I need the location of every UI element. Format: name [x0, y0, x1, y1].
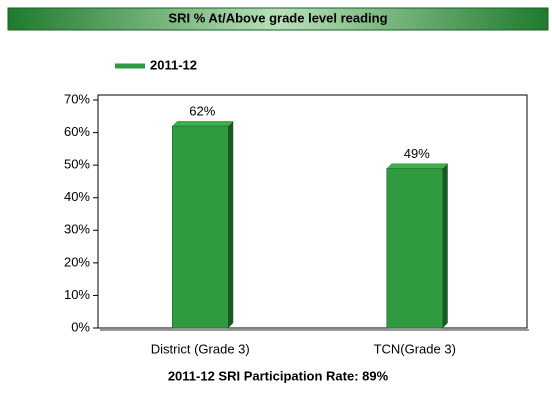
bar-top [172, 121, 234, 127]
data-label: 49% [404, 146, 430, 161]
x-tick-label: TCN(Grade 3) [374, 341, 456, 356]
y-tick-label: 0% [71, 319, 90, 334]
legend-label: 2011-12 [150, 57, 197, 72]
header-bar [7, 7, 549, 31]
bar [172, 125, 229, 329]
y-tick-label: 10% [64, 287, 90, 302]
y-tick-label: 60% [64, 124, 90, 139]
y-tick-label: 70% [64, 91, 90, 106]
plot-frame [97, 94, 528, 329]
data-label: 62% [189, 103, 215, 118]
y-tick-label: 30% [64, 222, 90, 237]
bar-top [386, 163, 448, 169]
x-axis-label: 2011-12 SRI Participation Rate: 89% [168, 368, 389, 383]
bar-side [442, 163, 448, 328]
bar-side [228, 121, 234, 328]
y-tick-label: 20% [64, 254, 90, 269]
y-tick-label: 50% [64, 157, 90, 172]
chart-title: SRI % At/Above grade level reading [168, 10, 387, 25]
y-tick-label: 40% [64, 189, 90, 204]
bar [386, 168, 443, 329]
x-tick-label: District (Grade 3) [151, 341, 250, 356]
